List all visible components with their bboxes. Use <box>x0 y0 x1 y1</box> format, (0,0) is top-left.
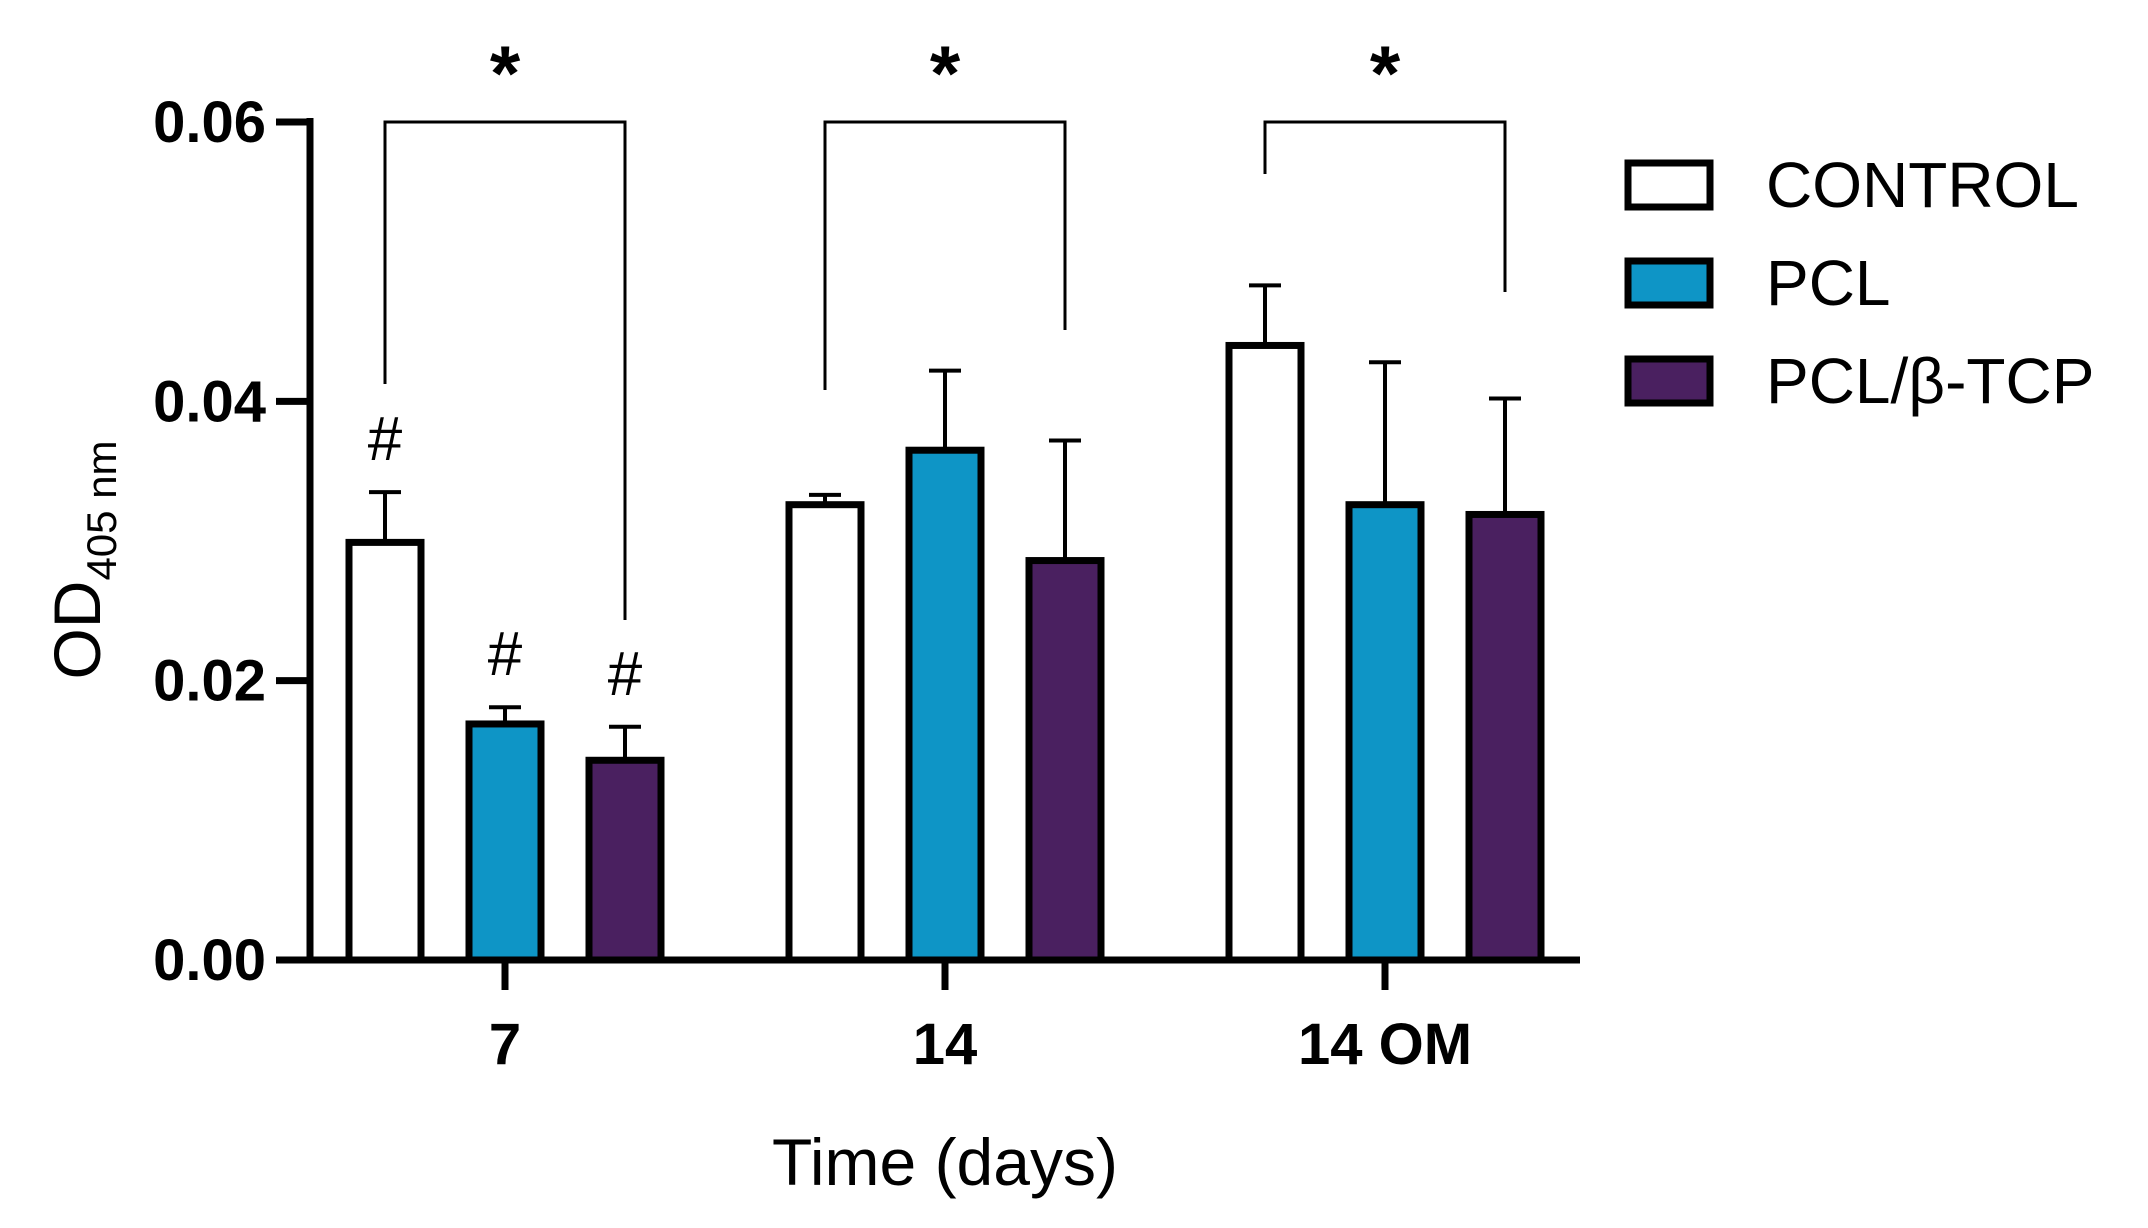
bar-pcl-tcp <box>585 756 665 964</box>
x-tick-label: 14 OM <box>1298 1012 1472 1077</box>
bar-pcl <box>1345 501 1425 964</box>
bar-pcl <box>465 720 545 964</box>
legend-label: PCL <box>1766 247 1891 319</box>
bar-pcl-tcp <box>1025 557 1105 964</box>
legend-label: CONTROL <box>1766 149 2079 221</box>
significance-hash: # <box>488 620 523 689</box>
legend-swatch <box>1624 159 1714 211</box>
bar-pcl <box>905 446 985 964</box>
significance-hash: # <box>608 640 643 709</box>
y-tick-label: 0.04 <box>153 369 266 434</box>
legend-label: PCL/β-TCP <box>1766 345 2094 417</box>
y-axis-title-main: OD <box>40 581 114 680</box>
significance-star: * <box>490 29 521 117</box>
bar-control <box>1225 341 1305 964</box>
y-axis-title-subscript: 405 nm <box>78 440 125 580</box>
significance-star: * <box>1370 29 1401 117</box>
significance-star: * <box>930 29 961 117</box>
significance-bracket <box>383 120 627 620</box>
significance-bracket <box>1263 120 1507 292</box>
x-tick-label: 7 <box>489 1012 521 1077</box>
bar-control <box>345 538 425 964</box>
legend-swatch <box>1624 355 1714 407</box>
y-tick-label: 0.00 <box>153 928 266 993</box>
significance-bracket <box>823 120 1067 390</box>
bar-pcl-tcp <box>1465 510 1545 964</box>
x-axis-title: Time (days) <box>772 1125 1118 1199</box>
significance-hash: # <box>368 405 403 474</box>
x-tick-label: 14 <box>913 1012 978 1077</box>
legend-swatch <box>1624 257 1714 309</box>
y-tick-label: 0.06 <box>153 90 266 155</box>
bar-control <box>785 501 865 964</box>
y-axis-title: OD405 nm <box>40 440 125 679</box>
y-tick-label: 0.02 <box>153 649 266 714</box>
